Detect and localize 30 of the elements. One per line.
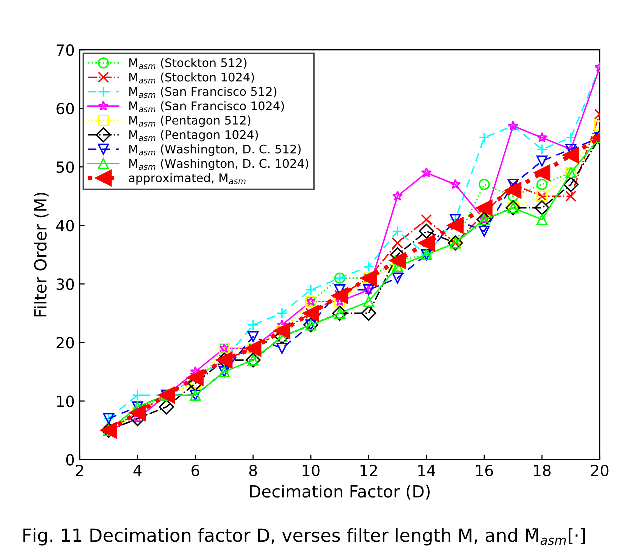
y-tick-label: 0 <box>66 454 74 466</box>
caption: Fig. 11 Decimation factor D, verses filter length M, and M̃$_{asm}$[·] <box>24 528 586 546</box>
y-tick-label: 50 <box>56 162 74 174</box>
y-tick-label: 10 <box>57 396 74 408</box>
legend-label: M$_{asm}$ (Stockton 512) <box>130 58 247 70</box>
legend-label: M$_{asm}$ (Washington, D. C. 512) <box>130 144 301 156</box>
legend-label: M$_{asm}$ (San Francisco 1024) <box>130 101 284 112</box>
x-tick-label: 16 <box>476 464 494 476</box>
y-tick-label: 60 <box>56 103 74 115</box>
y-tick-label: 70 <box>56 44 74 56</box>
x-tick-label: 10 <box>303 464 320 476</box>
legend-label: M$_{asm}$ (Pentagon 1024) <box>130 130 258 142</box>
x-tick-label: 12 <box>360 464 378 476</box>
x-axis-title: Decimation Factor (D) <box>250 485 430 500</box>
x-tick-label: 2 <box>76 464 84 476</box>
x-tick-label: 14 <box>418 465 436 476</box>
legend-label: M$_{asm}$ (Pentagon 512) <box>130 116 251 128</box>
y-tick-label: 40 <box>56 220 74 232</box>
x-tick-label: 20 <box>591 464 609 476</box>
legend-label: M$_{asm}$ (San Francisco 512) <box>130 87 277 98</box>
y-axis-title: Filter Order (M) <box>34 193 49 317</box>
x-tick-label: 4 <box>134 465 142 476</box>
legend-label: M$_{asm}$ (Washington, D. C. 1024) <box>130 159 308 170</box>
x-tick-label: 6 <box>192 464 200 476</box>
x-tick-label: 8 <box>250 464 258 476</box>
legend-label: approximated, M$_{asm}$ <box>129 173 246 185</box>
y-tick-label: 30 <box>56 278 74 290</box>
x-tick-label: 18 <box>534 464 551 476</box>
legend-label: M$_{asm}$ (Stockton 1024) <box>130 72 254 84</box>
y-tick-label: 20 <box>56 337 74 349</box>
